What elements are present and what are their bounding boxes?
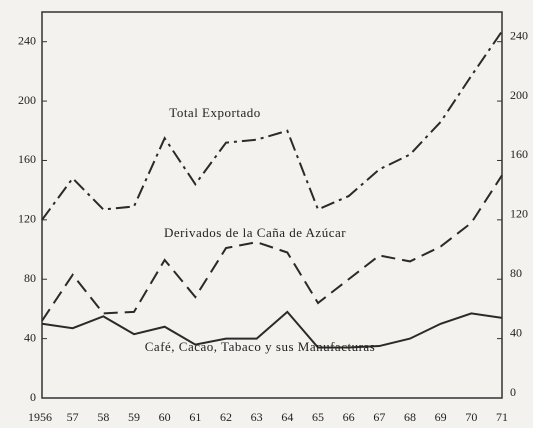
x-tick-label: 67 [373, 410, 385, 424]
x-tick-label: 64 [281, 410, 293, 424]
series-line [41, 30, 503, 221]
x-tick-label: 69 [435, 410, 447, 424]
x-tick-label: 58 [97, 410, 109, 424]
x-tick-label: 1956 [28, 410, 52, 424]
x-tick-label: 63 [251, 410, 263, 424]
series-label: Total Exportado [169, 105, 260, 120]
series-line [41, 310, 503, 349]
y-tick-label: 40 [24, 330, 36, 344]
x-tick-label: 60 [159, 410, 171, 424]
x-tick-label: 71 [496, 410, 508, 424]
series-line [41, 174, 503, 322]
y2-tick-label: 120 [510, 207, 528, 221]
y-tick-label: 80 [24, 271, 36, 285]
series-label: Café, Cacao, Tabaco y sus Manufacturas [145, 339, 375, 354]
plot-frame [41, 11, 503, 399]
y-tick-label: 240 [18, 33, 36, 47]
y2-tick-label: 200 [510, 88, 528, 102]
x-tick-label: 59 [128, 410, 140, 424]
x-tick-label: 57 [67, 410, 79, 424]
series-label: Derivados de la Caña de Azúcar [164, 225, 346, 240]
y-tick-label: 120 [18, 212, 36, 226]
x-tick-label: 62 [220, 410, 232, 424]
x-tick-label: 70 [465, 410, 477, 424]
y2-tick-label: 160 [510, 147, 528, 161]
x-tick-label: 61 [189, 410, 201, 424]
y2-tick-label: 0 [510, 385, 516, 399]
y-tick-label: 200 [18, 93, 36, 107]
y2-tick-label: 40 [510, 325, 522, 339]
y2-tick-label: 240 [510, 28, 528, 42]
y-tick-label: 0 [30, 390, 36, 404]
y2-tick-label: 80 [510, 266, 522, 280]
x-tick-label: 66 [343, 410, 355, 424]
x-tick-label: 65 [312, 410, 324, 424]
y-tick-label: 160 [18, 152, 36, 166]
x-tick-label: 68 [404, 410, 416, 424]
